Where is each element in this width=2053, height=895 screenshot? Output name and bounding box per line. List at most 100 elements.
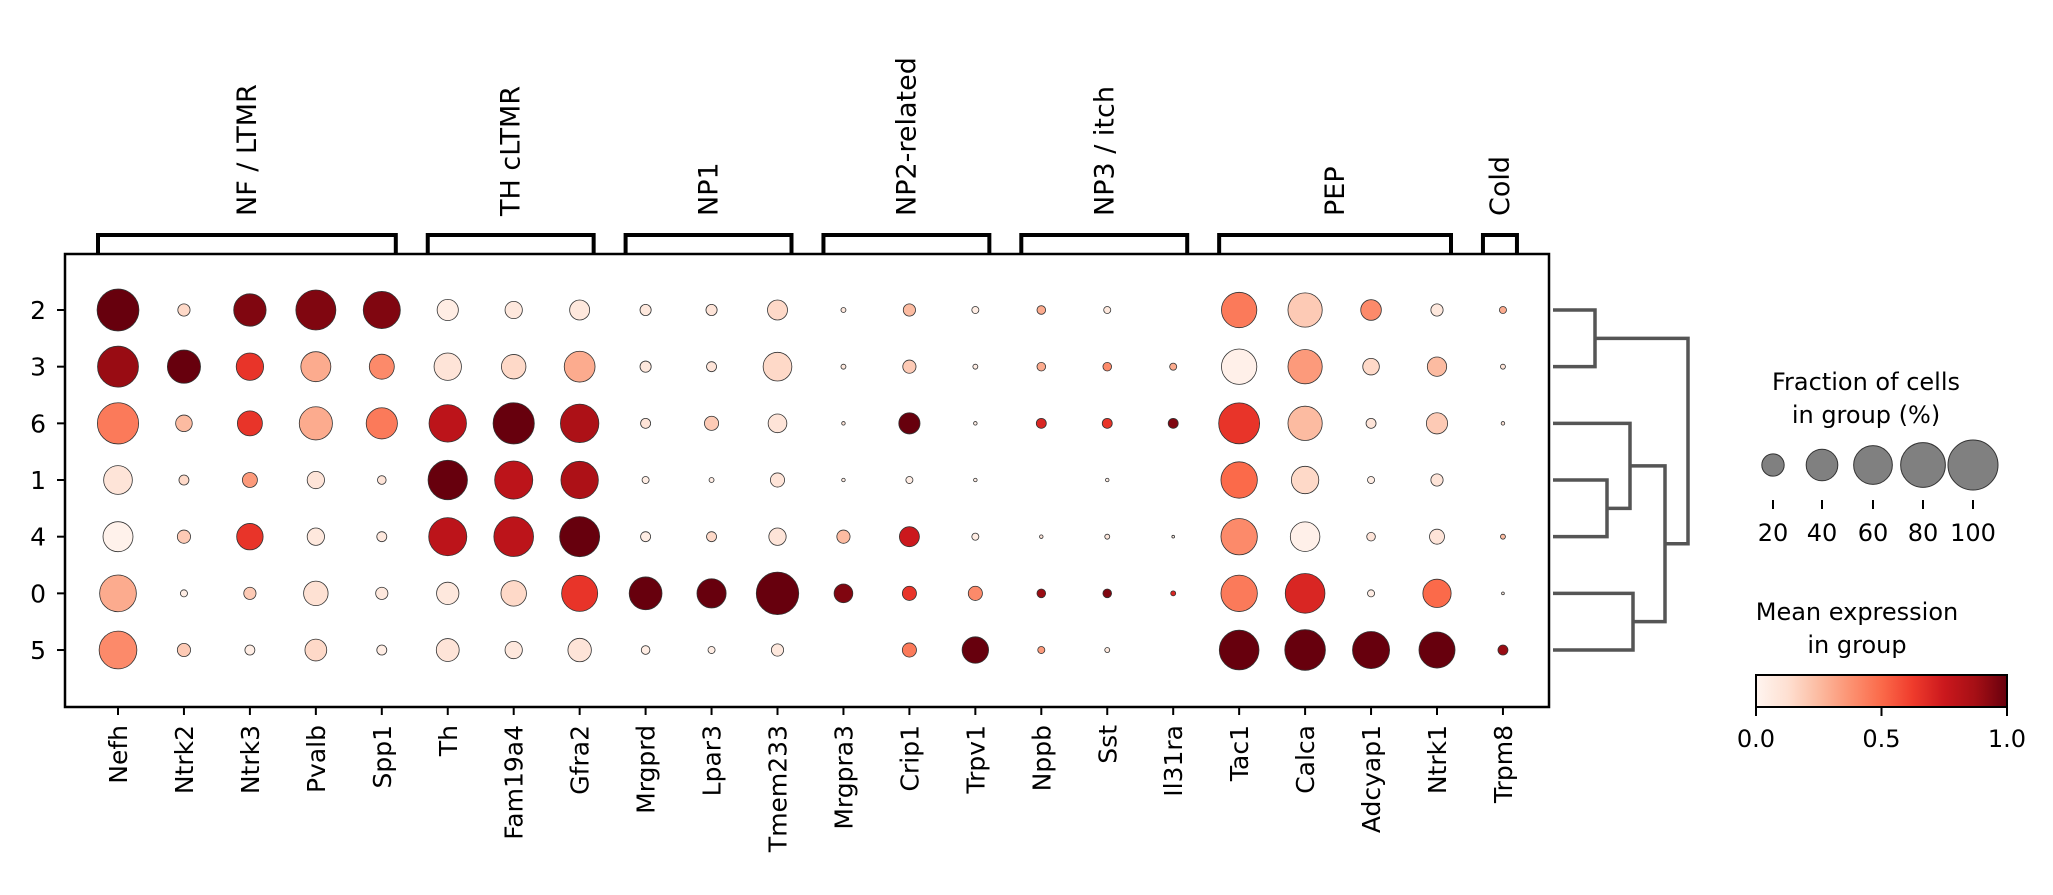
bracket-pep	[1217, 233, 1453, 254]
dot-0-Lpar3	[696, 578, 727, 609]
dot-5-Spp1	[376, 644, 388, 656]
dot-2-Th	[436, 298, 459, 322]
dot-2-Mrgpra3	[840, 307, 847, 313]
dot-1-Tac1	[1220, 461, 1258, 499]
col-label-Calca: Calca	[1291, 725, 1320, 794]
dot-0-Gfra2	[561, 574, 599, 612]
dot-5-Ntrk3	[244, 644, 256, 656]
dot-4-Ntrk2	[176, 529, 191, 544]
dot-3-Ntrk3	[235, 352, 264, 381]
col-label-Spp1: Spp1	[368, 725, 397, 789]
dendro-link-614-05	[1630, 464, 1667, 624]
dot-5-Lpar3	[707, 646, 716, 654]
dot-6-Adcyap1	[1365, 417, 1377, 429]
bracket-cold	[1480, 233, 1519, 254]
colorbar	[1755, 674, 2008, 708]
dot-4-Gfra2	[559, 516, 601, 558]
dot-3-Fam19a4	[501, 354, 527, 380]
dot-4-Mrgpra3	[836, 529, 851, 544]
dendrogram	[1553, 308, 1690, 652]
bracket-nf-ltmr	[96, 233, 398, 254]
dot-0-Ntrk3	[243, 586, 257, 600]
dot-5-Ntrk2	[176, 643, 191, 658]
dot-6-Nefh	[96, 402, 140, 445]
dot-5-Tac1	[1218, 629, 1260, 671]
dot-6-Ntrk1	[1425, 412, 1449, 435]
row-label-2: 2	[30, 296, 46, 325]
dot-6-Tac1	[1218, 402, 1261, 445]
dot-0-Pvalb	[303, 580, 329, 606]
dot-4-Pvalb	[306, 527, 325, 546]
dendro-link-6-14	[1553, 421, 1632, 511]
dot-2-Ntrk1	[1430, 303, 1444, 317]
dot-6-Crip1	[898, 412, 921, 435]
dot-6-Lpar3	[704, 415, 720, 431]
col-label-Ntrk2: Ntrk2	[170, 725, 199, 794]
size-legend-label-40: 40	[1807, 519, 1838, 547]
dot-5-Trpm8	[1497, 644, 1509, 656]
dot-4-Calca	[1289, 521, 1321, 552]
dot-1-Mrgpra3	[841, 477, 846, 483]
dot-4-Fam19a4	[493, 516, 534, 557]
dot-2-Calca	[1287, 292, 1323, 328]
group-label-pep: PEP	[1320, 166, 1351, 216]
dot-4-Crip1	[899, 526, 920, 548]
dot-0-Ntrk1	[1422, 578, 1452, 608]
dot-5-Ntrk1	[1418, 631, 1456, 669]
col-label-Sst: Sst	[1093, 725, 1122, 764]
col-label-Fam19a4: Fam19a4	[500, 725, 529, 840]
col-label-Il31ra: Il31ra	[1159, 725, 1188, 797]
col-label-Nefh: Nefh	[104, 725, 133, 784]
dot-5-Nppb	[1037, 646, 1046, 654]
colorbar-label-0.5: 0.5	[1862, 725, 1900, 753]
dendro-link-2-3	[1553, 308, 1597, 369]
dot-1-Mrgprd	[641, 476, 650, 484]
dot-4-Mrgprd	[640, 531, 651, 543]
color-legend: Mean expression in group 0.0 0.5 1.0	[1737, 598, 2026, 753]
dot-5-Th	[435, 638, 460, 662]
dot-5-Fam19a4	[504, 640, 523, 660]
gene-group-brackets	[96, 233, 1519, 254]
col-label-Trpv1: Trpv1	[961, 725, 990, 794]
dot-6-Trpv1	[973, 421, 978, 426]
group-label-cold: Cold	[1485, 156, 1516, 216]
dot-2-Adcyap1	[1360, 299, 1382, 321]
row-label-0: 0	[30, 579, 46, 608]
dot-2-Lpar3	[705, 304, 718, 316]
dot-4-Nppb	[1039, 534, 1044, 539]
col-label-Lpar3: Lpar3	[698, 725, 727, 796]
dot-1-Calca	[1291, 465, 1320, 495]
color-legend-title-line-1: Mean expression	[1756, 598, 1958, 626]
dot-3-Trpm8	[1500, 363, 1506, 370]
dot-6-Fam19a4	[492, 402, 535, 445]
dot-4-Nefh	[102, 521, 134, 553]
dot-6-Mrgprd	[640, 417, 651, 429]
col-label-Ntrk1: Ntrk1	[1423, 725, 1452, 794]
dot-3-Tmem233	[762, 351, 793, 382]
row-label-3: 3	[30, 353, 46, 382]
bracket-th-cltmr	[425, 233, 596, 254]
group-label-np3-itch: NP3 / itch	[1089, 86, 1120, 216]
dot-5-Tmem233	[770, 643, 785, 657]
dendro-link-23-rest	[1595, 336, 1690, 546]
col-label-Trpm8: Trpm8	[1489, 725, 1518, 804]
col-label-Pvalb: Pvalb	[302, 725, 331, 793]
dot-2-Sst	[1103, 306, 1112, 314]
gene-group-labels: NF / LTMR TH cLTMR NP1 NP2-related NP3 / itc…	[232, 57, 1516, 217]
bracket-np3-itch	[1019, 233, 1190, 254]
bracket-np2-related	[821, 233, 992, 254]
dot-5-Crip1	[901, 642, 917, 658]
size-legend-title-line-1: Fraction of cells	[1772, 368, 1960, 396]
dot-4-Il31ra	[1171, 534, 1175, 539]
dot-3-Tac1	[1221, 348, 1258, 385]
dot-1-Nefh	[103, 465, 133, 495]
col-label-Adcyap1: Adcyap1	[1357, 725, 1386, 833]
dot-5-Calca	[1284, 629, 1326, 671]
dot-6-Trpm8	[1500, 421, 1506, 426]
plot-frame	[63, 252, 1551, 709]
dot-1-Trpv1	[973, 477, 978, 483]
dot-3-Mrgpra3	[840, 363, 847, 370]
dot-0-Th	[436, 581, 460, 605]
dot-1-Tmem233	[770, 472, 785, 488]
dot-2-Ntrk2	[177, 303, 191, 317]
